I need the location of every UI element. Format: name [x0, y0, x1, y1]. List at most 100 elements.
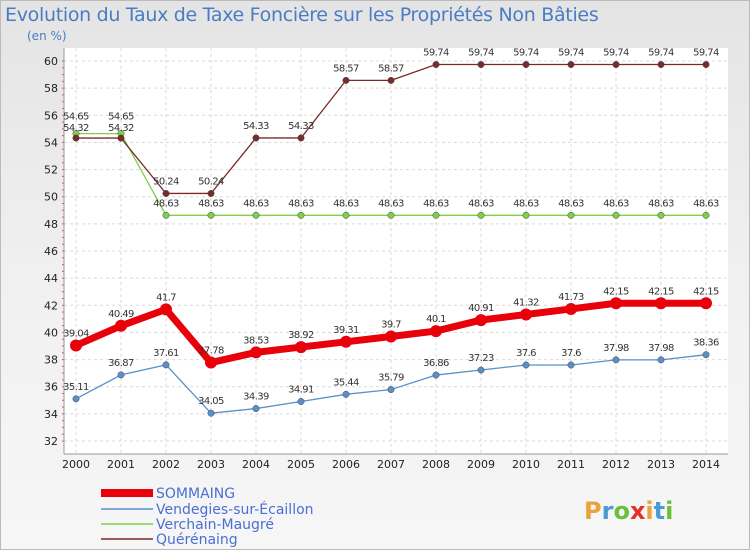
data-label-sommaing: 41.73	[558, 292, 584, 303]
data-point-sommaing	[205, 356, 217, 369]
data-point-querenaing	[342, 76, 350, 84]
data-label-querenaing: 59.74	[648, 48, 674, 59]
data-point-sommaing	[250, 346, 262, 359]
data-point-sommaing	[115, 319, 127, 332]
data-point-verchain-maugre	[567, 211, 575, 219]
logo-letter: i	[665, 497, 673, 525]
data-label-verchain-maugre: 48.63	[423, 198, 449, 209]
data-point-querenaing	[567, 61, 575, 68]
x-tick-label: 2007	[377, 458, 405, 471]
data-point-querenaing	[432, 61, 440, 68]
y-tick-label: 42	[44, 299, 58, 312]
data-label-vendegies-sur-ecaillon: 37.6	[516, 348, 536, 359]
data-point-verchain-maugre	[432, 211, 440, 219]
data-label-verchain-maugre: 48.63	[513, 198, 539, 209]
x-tick-label: 2004	[242, 458, 270, 471]
data-label-querenaing: 54.33	[288, 121, 314, 132]
data-point-querenaing	[252, 134, 260, 142]
data-label-querenaing: 59.74	[423, 48, 449, 59]
x-tick-label: 2005	[287, 458, 315, 471]
data-label-vendegies-sur-ecaillon: 37.98	[648, 343, 674, 354]
data-point-sommaing	[700, 297, 712, 310]
data-label-sommaing: 40.91	[468, 303, 494, 314]
y-tick-label: 56	[44, 109, 58, 122]
data-point-vendegies-sur-ecaillon	[72, 395, 80, 403]
y-tick-label: 32	[44, 435, 58, 448]
data-label-verchain-maugre: 48.63	[243, 198, 269, 209]
data-label-verchain-maugre: 54.65	[108, 112, 134, 123]
data-point-sommaing	[475, 314, 487, 327]
x-tick-label: 2002	[152, 458, 180, 471]
data-point-sommaing	[430, 325, 442, 338]
data-label-verchain-maugre: 48.63	[468, 198, 494, 209]
proxiti-logo: Proxiti	[584, 497, 673, 525]
data-label-sommaing: 40.49	[108, 309, 134, 320]
data-label-querenaing: 59.74	[558, 48, 584, 59]
data-point-verchain-maugre	[252, 211, 260, 219]
y-tick-label: 48	[44, 218, 58, 231]
data-point-querenaing	[612, 61, 620, 68]
data-label-verchain-maugre: 48.63	[648, 198, 674, 209]
data-point-verchain-maugre	[702, 211, 710, 219]
x-tick-label: 2010	[512, 458, 540, 471]
data-point-sommaing	[340, 335, 352, 348]
data-point-querenaing	[162, 190, 170, 197]
data-point-querenaing	[72, 134, 80, 142]
data-point-sommaing	[610, 297, 622, 310]
data-label-verchain-maugre: 48.63	[333, 198, 359, 209]
x-tick-label: 2009	[467, 458, 495, 471]
logo-letter: r	[602, 497, 614, 525]
data-label-querenaing: 54.32	[63, 123, 89, 134]
data-point-vendegies-sur-ecaillon	[432, 371, 440, 379]
data-point-verchain-maugre	[297, 211, 305, 219]
data-point-verchain-maugre	[477, 211, 485, 219]
data-label-vendegies-sur-ecaillon: 37.23	[468, 353, 494, 364]
y-tick-label: 60	[44, 55, 58, 68]
data-label-querenaing: 54.33	[243, 121, 269, 132]
y-tick-label: 52	[44, 164, 58, 177]
data-point-sommaing	[70, 339, 82, 352]
data-point-sommaing	[565, 302, 577, 315]
y-tick-label: 58	[44, 82, 58, 95]
legend-label-vendegies-sur-ecaillon: Vendegies-sur-Écaillon	[156, 501, 314, 518]
data-point-vendegies-sur-ecaillon	[342, 390, 350, 398]
x-tick-label: 2013	[647, 458, 675, 471]
data-point-querenaing	[522, 61, 530, 68]
data-label-sommaing: 41.32	[513, 298, 539, 309]
data-label-sommaing: 41.7	[156, 292, 176, 303]
data-point-querenaing	[477, 61, 485, 68]
data-point-querenaing	[657, 61, 665, 68]
data-label-sommaing: 39.31	[333, 325, 359, 336]
data-point-verchain-maugre	[657, 211, 665, 219]
x-tick-label: 2003	[197, 458, 225, 471]
data-label-sommaing: 37.78	[198, 346, 224, 357]
data-point-vendegies-sur-ecaillon	[162, 361, 170, 369]
data-point-verchain-maugre	[522, 211, 530, 219]
data-point-querenaing	[702, 61, 710, 68]
y-tick-label: 38	[44, 354, 58, 367]
y-tick-label: 40	[44, 326, 58, 339]
data-label-verchain-maugre: 48.63	[153, 198, 179, 209]
x-tick-label: 2014	[692, 458, 720, 471]
data-point-vendegies-sur-ecaillon	[522, 361, 530, 369]
data-label-vendegies-sur-ecaillon: 37.61	[153, 348, 179, 359]
data-label-sommaing: 39.7	[381, 320, 401, 331]
y-tick-label: 44	[44, 272, 58, 285]
data-label-vendegies-sur-ecaillon: 35.11	[63, 382, 89, 393]
x-tick-label: 2011	[557, 458, 585, 471]
data-label-vendegies-sur-ecaillon: 34.91	[288, 385, 314, 396]
data-label-querenaing: 54.32	[108, 123, 134, 134]
data-label-querenaing: 59.74	[603, 48, 629, 59]
y-tick-label: 46	[44, 245, 58, 258]
data-point-vendegies-sur-ecaillon	[387, 386, 395, 394]
y-tick-label: 54	[44, 136, 58, 149]
y-tick-label: 50	[44, 191, 58, 204]
data-point-querenaing	[387, 76, 395, 84]
data-label-sommaing: 42.15	[603, 286, 629, 297]
data-label-verchain-maugre: 48.63	[603, 198, 629, 209]
data-point-vendegies-sur-ecaillon	[117, 371, 125, 379]
y-tick-label: 34	[44, 408, 58, 421]
data-label-vendegies-sur-ecaillon: 38.36	[693, 338, 719, 349]
